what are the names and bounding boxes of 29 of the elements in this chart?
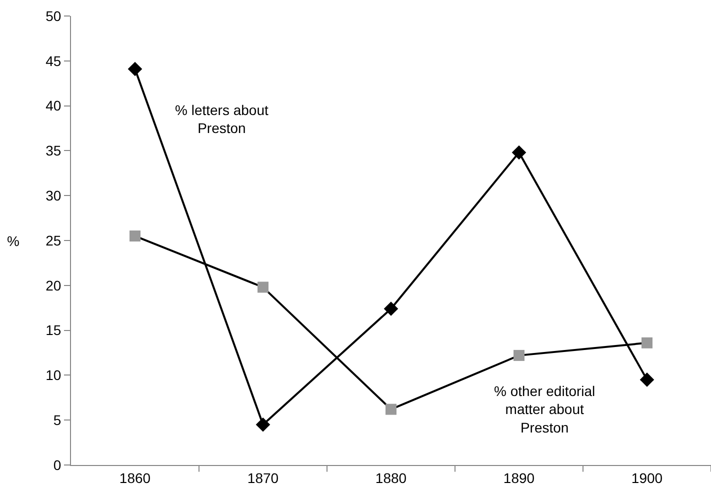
x-tick-label: 1880	[375, 470, 407, 486]
y-tick-label: 50	[46, 8, 62, 24]
x-tick-label: 1870	[247, 470, 279, 486]
y-tick-label: 25	[46, 232, 62, 248]
point	[514, 350, 524, 361]
point	[640, 372, 654, 387]
y-tick-label: 40	[46, 98, 62, 114]
point	[642, 337, 652, 348]
series-label: % other editorial matter about Preston	[494, 383, 596, 436]
point	[384, 302, 398, 316]
y-tick-label: 5	[53, 412, 62, 428]
point	[258, 282, 268, 293]
point	[386, 404, 396, 415]
point	[256, 417, 270, 432]
y-tick-label: 15	[46, 322, 62, 338]
point	[130, 230, 140, 242]
x-tick-label: 1890	[503, 470, 535, 486]
point	[512, 145, 526, 160]
y-tick-label: 30	[46, 188, 62, 204]
y-tick-label: 35	[46, 142, 62, 159]
x-tick-label: 1900	[631, 470, 663, 486]
point	[128, 62, 142, 76]
y-tick-label: 0	[53, 456, 62, 473]
x-tick-label: 1860	[119, 470, 151, 486]
y-axis-title: %	[7, 233, 20, 249]
y-tick-label: 10	[46, 367, 62, 384]
series-label: % letters about Preston	[175, 102, 268, 136]
y-tick-label: 45	[46, 52, 62, 69]
y-tick-label: 20	[46, 277, 62, 294]
